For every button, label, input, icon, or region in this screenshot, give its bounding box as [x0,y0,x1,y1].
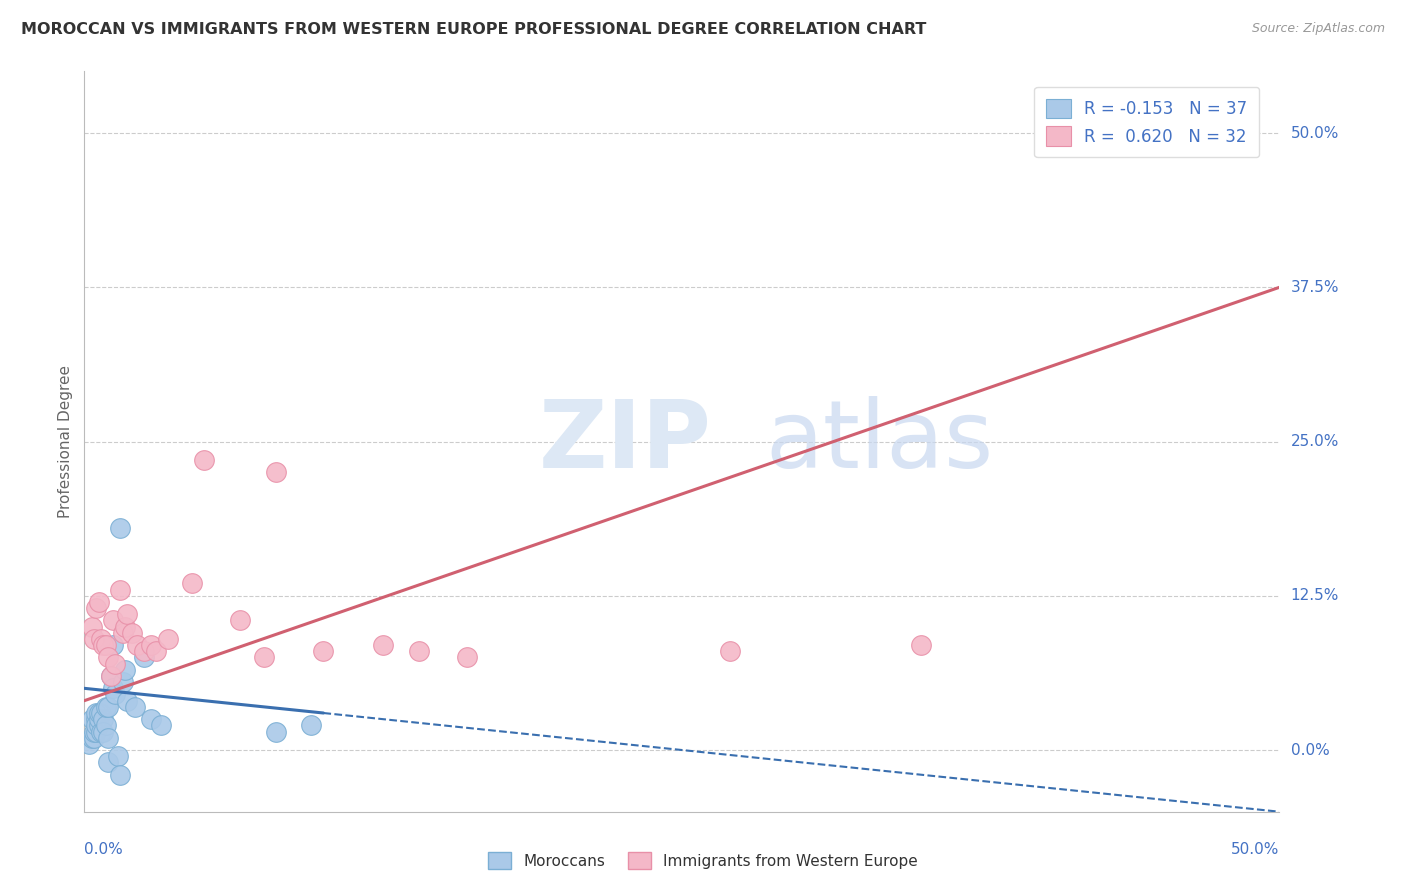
Point [132,650,156,665]
Point [94,718,117,732]
Point [80,619,103,633]
Text: 50.0%: 50.0% [1232,842,1279,857]
Point [97,699,120,714]
Point [264,724,287,739]
Point [104,688,127,702]
Point [373,638,395,652]
Point [87,712,110,726]
Point [229,614,252,628]
Point [86,724,108,739]
Point [97,650,120,665]
Text: 37.5%: 37.5% [1291,280,1339,294]
Point [87,595,110,609]
Point [86,712,108,726]
Point [80,731,103,745]
Point [86,601,108,615]
Point [181,576,204,591]
Point [93,638,115,652]
Point [97,756,120,770]
Legend: Moroccans, Immigrants from Western Europe: Moroccans, Immigrants from Western Europ… [482,846,924,875]
Point [110,582,132,597]
Point [90,706,112,720]
Point [87,718,110,732]
Point [107,749,129,764]
Point [264,466,287,480]
Text: atlas: atlas [766,395,994,488]
Point [100,669,122,683]
Text: ZIP: ZIP [538,395,711,488]
Point [456,650,478,665]
Y-axis label: Professional Degree: Professional Degree [58,365,73,518]
Point [132,644,156,658]
Point [149,718,172,732]
Text: 25.0%: 25.0% [1291,434,1339,449]
Text: 0.0%: 0.0% [1291,742,1329,757]
Point [97,731,120,745]
Point [114,619,136,633]
Point [301,718,323,732]
Point [124,699,146,714]
Point [104,657,127,671]
Point [114,663,136,677]
Text: 50.0%: 50.0% [1291,126,1339,141]
Point [157,632,180,646]
Point [80,712,103,726]
Point [101,638,124,652]
Point [117,694,139,708]
Point [718,644,741,658]
Point [90,724,112,739]
Point [77,737,100,751]
Point [94,638,117,652]
Point [87,706,110,720]
Point [910,638,932,652]
Text: MOROCCAN VS IMMIGRANTS FROM WESTERN EUROPE PROFESSIONAL DEGREE CORRELATION CHART: MOROCCAN VS IMMIGRANTS FROM WESTERN EURO… [21,22,927,37]
Point [83,724,105,739]
Legend: R = -0.153   N = 37, R =  0.620   N = 32: R = -0.153 N = 37, R = 0.620 N = 32 [1035,87,1260,157]
Point [111,675,134,690]
Point [101,681,124,696]
Point [83,731,105,745]
Point [141,638,163,652]
Point [110,521,132,535]
Point [100,669,122,683]
Point [121,625,143,640]
Point [101,614,124,628]
Point [86,706,108,720]
Point [117,607,139,622]
Point [193,453,215,467]
Point [86,718,108,732]
Point [93,712,115,726]
Point [111,625,134,640]
Point [93,724,115,739]
Point [90,632,112,646]
Point [408,644,430,658]
Point [253,650,276,665]
Point [141,712,163,726]
Point [94,699,117,714]
Point [110,767,132,781]
Point [145,644,167,658]
Point [312,644,335,658]
Text: Source: ZipAtlas.com: Source: ZipAtlas.com [1251,22,1385,36]
Text: 12.5%: 12.5% [1291,589,1339,603]
Point [83,632,105,646]
Text: 0.0%: 0.0% [84,842,124,857]
Point [125,638,148,652]
